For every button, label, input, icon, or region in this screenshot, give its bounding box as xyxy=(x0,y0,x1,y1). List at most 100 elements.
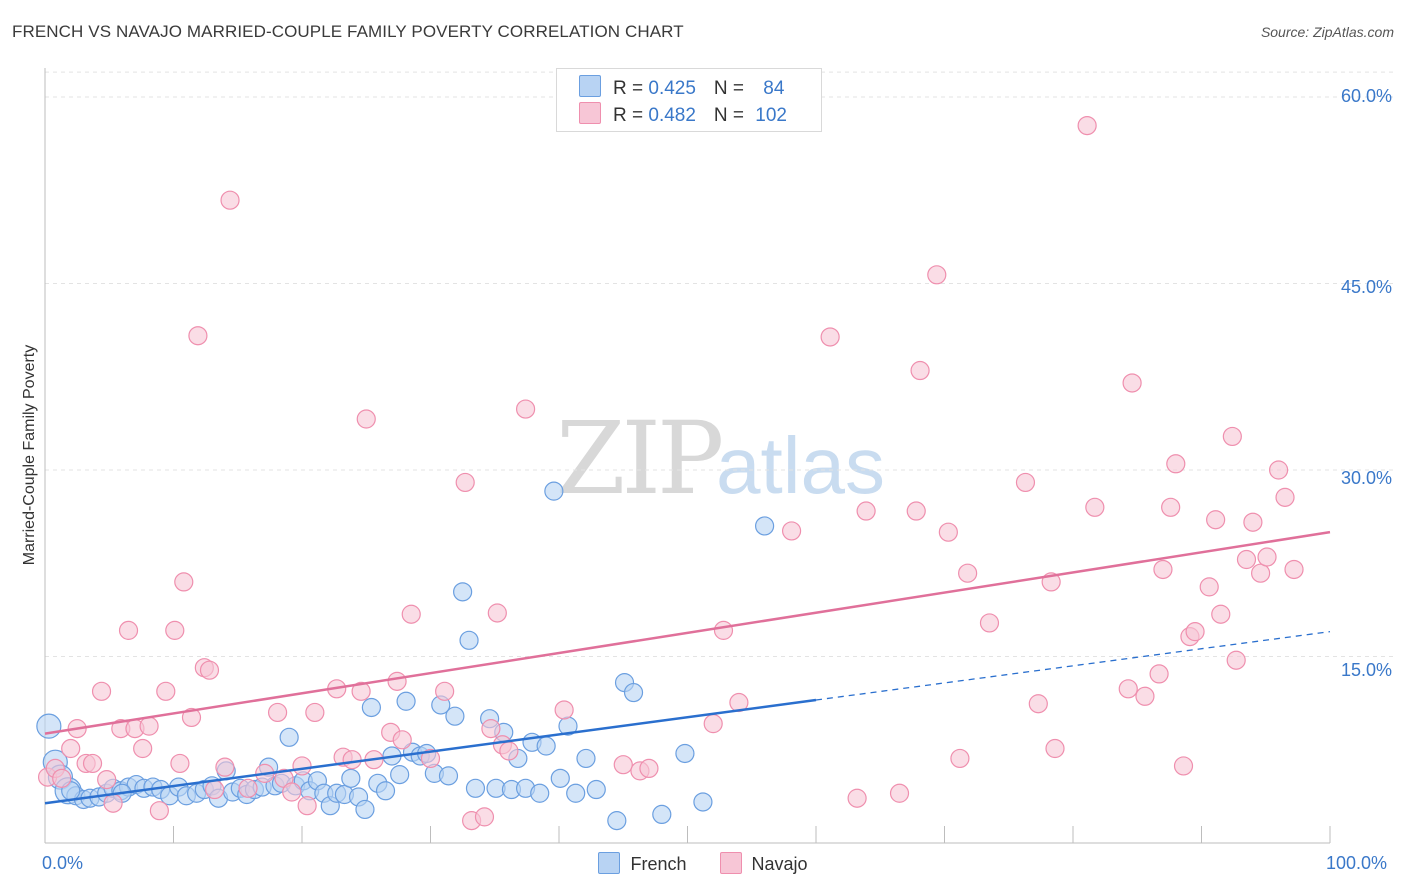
navajo-point xyxy=(1015,472,1036,493)
navajo-trend-line xyxy=(44,530,1331,735)
navajo-point xyxy=(1173,756,1194,776)
navajo-point xyxy=(781,521,802,541)
navajo-point xyxy=(181,707,202,728)
navajo-point xyxy=(282,782,302,802)
navajo-point xyxy=(1085,497,1105,517)
series-legend: French Navajo xyxy=(0,852,1406,875)
navajo-point xyxy=(392,730,412,750)
french-point xyxy=(544,481,564,501)
french-point xyxy=(652,804,672,825)
watermark-zip: ZIP xyxy=(556,400,724,517)
navajo-point xyxy=(1028,694,1048,714)
navajo-point xyxy=(927,265,947,285)
navajo-point xyxy=(950,748,970,769)
french-point xyxy=(536,736,556,756)
y-tick-label-15: 15.0% xyxy=(1340,660,1392,680)
navajo-point xyxy=(401,604,421,624)
navajo-point xyxy=(474,807,495,827)
navajo-point xyxy=(639,758,659,779)
french-point xyxy=(375,781,396,801)
navajo-point xyxy=(118,620,139,640)
x-tick-label-100: 100.0% xyxy=(1326,853,1388,873)
navajo-point xyxy=(713,620,734,640)
french-point xyxy=(550,768,570,788)
navajo-point xyxy=(1185,622,1205,642)
navajo-point xyxy=(97,769,117,790)
navajo-point xyxy=(1236,549,1257,570)
french-n-value: 84 xyxy=(763,78,785,99)
navajo-point xyxy=(1166,454,1186,474)
navajo-point xyxy=(91,681,112,701)
french-r-value: 0.425 xyxy=(648,78,696,99)
legend-item-french[interactable]: French xyxy=(598,852,686,875)
navajo-point xyxy=(61,738,81,759)
french-swatch xyxy=(579,75,601,97)
navajo-point xyxy=(938,522,958,542)
source-label: Source: ZipAtlas.com xyxy=(1260,24,1394,40)
french-point xyxy=(693,792,713,812)
navajo-point xyxy=(305,702,325,723)
navajo-point xyxy=(435,681,455,701)
french-point xyxy=(607,811,627,831)
navajo-point xyxy=(292,756,312,776)
navajo-point xyxy=(1222,426,1242,447)
french-point xyxy=(279,727,299,747)
navajo-point xyxy=(487,603,507,623)
navajo-point xyxy=(979,613,1000,633)
navajo-point xyxy=(906,501,926,521)
french-point xyxy=(390,765,410,785)
navajo-point xyxy=(199,660,220,680)
navajo-point xyxy=(238,778,258,798)
french-trend-extension xyxy=(815,630,1331,701)
navajo-point xyxy=(856,501,876,521)
french-legend-label: French xyxy=(630,854,687,874)
y-tick-label-45: 45.0% xyxy=(1340,277,1392,297)
navajo-point xyxy=(515,399,536,419)
navajo-point xyxy=(1268,460,1289,480)
french-point xyxy=(438,766,459,786)
navajo-point xyxy=(455,472,475,493)
navajo-point xyxy=(1045,738,1065,759)
navajo-point xyxy=(1199,577,1219,597)
navajo-point xyxy=(613,755,633,775)
navajo-point xyxy=(820,327,840,347)
french-point xyxy=(566,783,586,803)
navajo-point xyxy=(188,326,208,346)
french-point xyxy=(754,516,775,536)
navajo-point xyxy=(1122,373,1142,393)
navajo-point xyxy=(139,716,159,736)
navajo-point xyxy=(1153,559,1173,580)
navajo-point xyxy=(342,750,362,770)
navajo-point xyxy=(1226,650,1246,670)
navajo-point xyxy=(356,409,376,429)
y-axis-label: Married-Couple Family Poverty xyxy=(21,344,38,566)
navajo-point xyxy=(1284,559,1304,580)
french-point xyxy=(355,799,375,820)
french-point xyxy=(465,778,486,798)
french-point xyxy=(530,783,550,803)
navajo-point xyxy=(156,681,176,701)
french-trend-line xyxy=(44,698,817,805)
french-point xyxy=(396,691,416,711)
navajo-point xyxy=(174,572,194,592)
navajo-point xyxy=(1149,664,1169,684)
navajo-point xyxy=(165,620,185,640)
navajo-point xyxy=(170,753,190,774)
navajo-point xyxy=(103,793,123,813)
watermark-atlas: atlas xyxy=(716,421,885,510)
navajo-point xyxy=(420,748,441,769)
french-legend-swatch xyxy=(598,852,621,874)
navajo-r-label: R = xyxy=(613,105,649,126)
french-point xyxy=(341,768,361,788)
french-point xyxy=(361,697,381,718)
navajo-point xyxy=(205,779,225,800)
navajo-point xyxy=(1243,512,1263,532)
navajo-point xyxy=(133,738,153,759)
navajo-point xyxy=(149,801,169,821)
navajo-point xyxy=(1077,115,1097,136)
navajo-point xyxy=(1118,679,1138,699)
navajo-point xyxy=(215,757,235,777)
navajo-point xyxy=(82,753,103,774)
legend-item-navajo[interactable]: Navajo xyxy=(719,852,808,875)
